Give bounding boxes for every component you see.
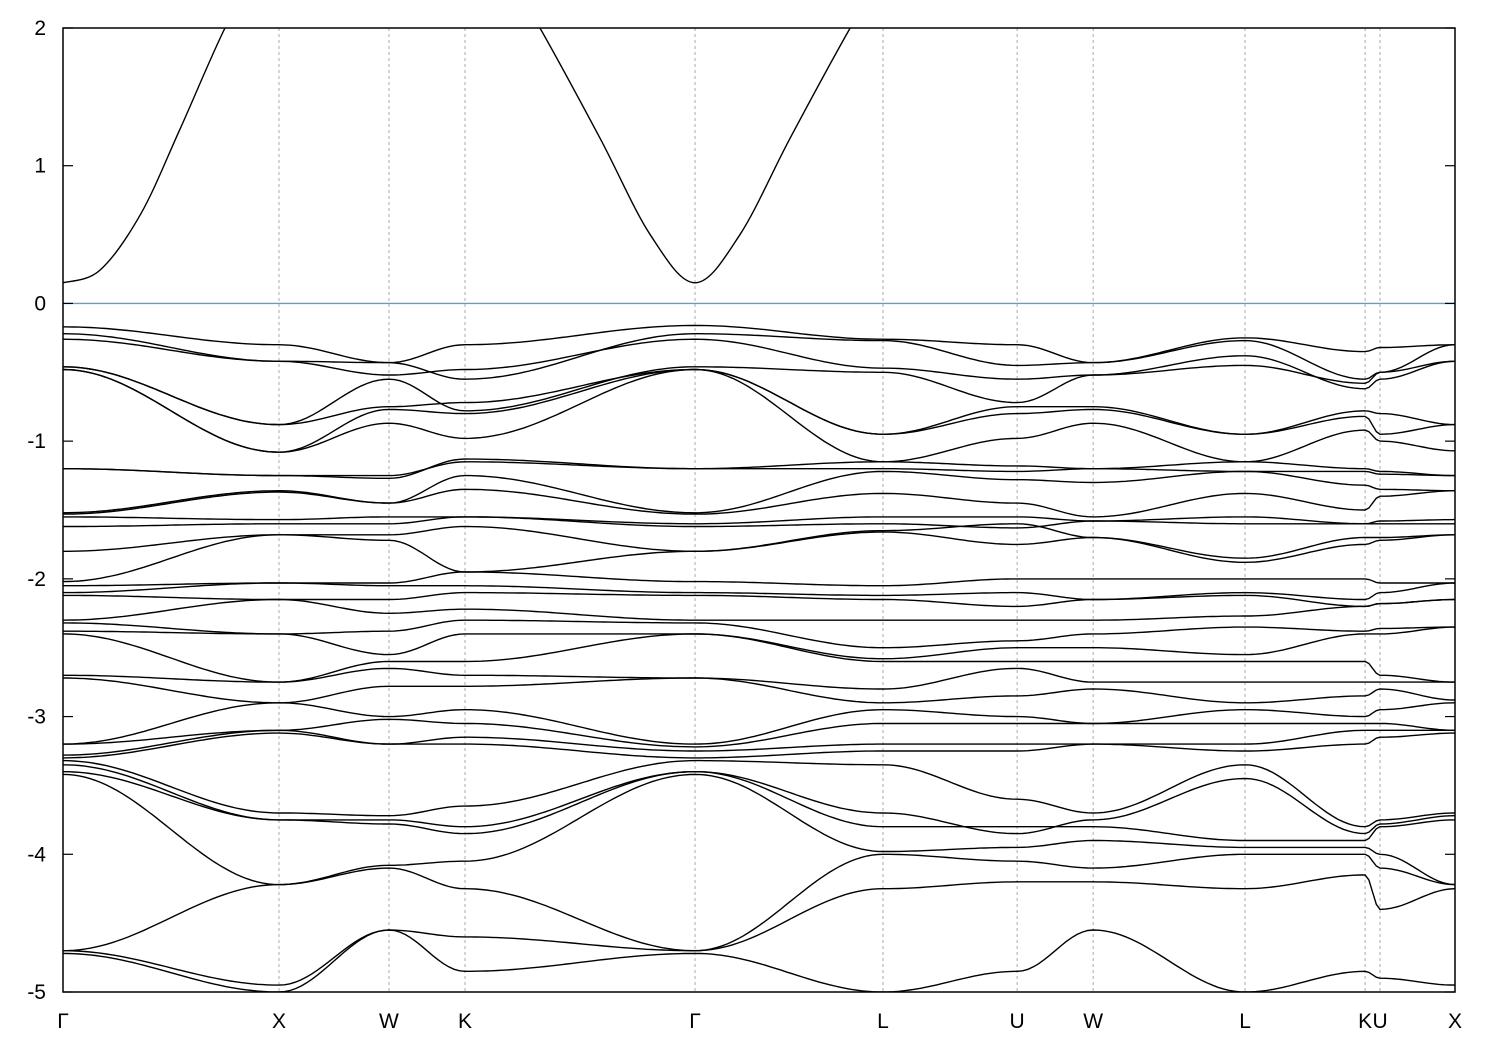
conduction-band bbox=[539, 28, 851, 284]
conduction-band bbox=[63, 28, 226, 284]
valence-band bbox=[63, 368, 1455, 453]
valence-band bbox=[63, 516, 1455, 525]
valence-band bbox=[63, 324, 1455, 364]
valence-band bbox=[63, 523, 1455, 559]
valence-band bbox=[63, 759, 1455, 828]
y-tick-label: 1 bbox=[34, 155, 46, 178]
valence-band bbox=[63, 718, 1455, 748]
valence-band bbox=[63, 582, 1455, 601]
valence-band bbox=[63, 732, 1455, 759]
valence-band bbox=[63, 626, 1455, 660]
valence-band bbox=[63, 773, 1455, 886]
valence-band bbox=[63, 729, 1455, 756]
y-tick-label: 2 bbox=[34, 17, 46, 40]
valence-band bbox=[63, 366, 1455, 436]
valence-band bbox=[63, 598, 1455, 621]
bands bbox=[63, 28, 1455, 992]
plot-frame bbox=[62, 27, 1456, 993]
y-tick-label: -4 bbox=[27, 843, 46, 866]
x-tick-label: Γ bbox=[689, 1010, 701, 1033]
kpoint-gridlines bbox=[278, 28, 1381, 992]
valence-band bbox=[63, 702, 1455, 745]
x-tick-label: K bbox=[458, 1010, 472, 1033]
y-tick-label: -3 bbox=[27, 706, 46, 729]
y-tick-label: -2 bbox=[27, 568, 46, 591]
valence-band bbox=[63, 531, 1455, 583]
valence-band bbox=[63, 771, 1455, 842]
x-tick-label: U bbox=[1372, 1010, 1387, 1033]
x-tick-label: L bbox=[877, 1010, 889, 1033]
valence-band bbox=[63, 333, 1455, 380]
x-tick-label: L bbox=[1239, 1010, 1251, 1033]
x-tick-label: W bbox=[379, 1010, 399, 1033]
valence-band bbox=[63, 591, 1455, 608]
valence-band bbox=[63, 488, 1455, 518]
valence-band bbox=[63, 338, 1455, 390]
valence-band bbox=[63, 368, 1455, 463]
x-tick-label: X bbox=[272, 1010, 286, 1033]
valence-band bbox=[63, 764, 1455, 835]
y-tick-label: 0 bbox=[34, 292, 46, 315]
y-axis: -5 -4 -3 -2 -1 0 1 2 bbox=[27, 17, 1455, 1004]
x-tick-label: X bbox=[1448, 1010, 1462, 1033]
valence-band bbox=[63, 667, 1455, 690]
valence-band bbox=[63, 633, 1455, 683]
y-tick-label: -5 bbox=[27, 981, 46, 1004]
valence-band bbox=[63, 516, 1455, 529]
valence-band bbox=[63, 360, 1455, 426]
y-tick-label: -1 bbox=[27, 430, 46, 453]
x-tick-label: W bbox=[1083, 1010, 1103, 1033]
valence-band bbox=[63, 677, 1455, 704]
valence-band bbox=[63, 853, 1455, 952]
valence-band bbox=[63, 619, 1455, 649]
x-tick-label: U bbox=[1010, 1010, 1025, 1033]
valence-band bbox=[63, 874, 1455, 986]
valence-band bbox=[63, 470, 1455, 514]
x-tick-label: Γ bbox=[57, 1010, 69, 1033]
x-tick-label: K bbox=[1358, 1010, 1372, 1033]
valence-band bbox=[63, 929, 1455, 992]
